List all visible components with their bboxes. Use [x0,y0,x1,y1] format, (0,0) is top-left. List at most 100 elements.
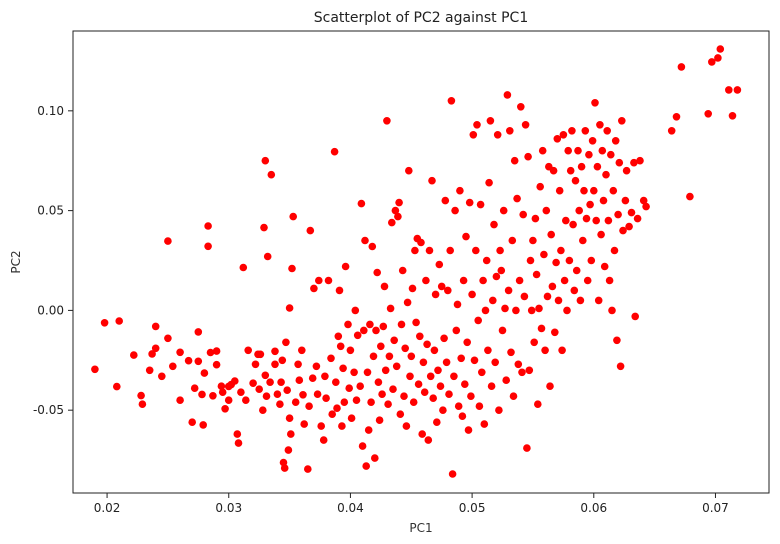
data-point [508,236,517,245]
data-point [708,58,716,66]
data-point [115,317,123,325]
data-point [383,117,391,125]
data-point [294,360,302,369]
data-point [600,262,609,271]
data-point [462,232,470,241]
data-point [531,214,540,223]
data-point [630,158,638,167]
data-point [493,131,502,139]
data-point [532,270,541,279]
data-point [366,320,374,329]
data-point [287,430,295,438]
data-point [478,368,486,377]
data-point [434,366,442,375]
data-point [239,263,248,272]
data-point [475,402,484,411]
data-point [260,223,268,232]
data-point [476,200,485,209]
data-point [209,392,217,400]
data-point [145,366,154,375]
data-point [412,318,420,327]
data-point [593,162,602,171]
data-point [305,402,313,411]
data-point [315,276,323,285]
data-point [389,385,397,394]
data-point [495,406,503,415]
data-point [371,454,379,462]
data-point [368,242,377,251]
data-point [529,236,537,245]
data-point [437,282,446,291]
data-point [130,351,138,359]
x-tick-label: 0.04 [337,501,364,515]
data-point [585,150,593,159]
data-point [271,360,279,369]
data-point [456,186,464,195]
data-point [686,192,694,201]
data-point [489,296,497,305]
data-point [277,378,285,387]
data-point [501,304,509,313]
data-point [570,286,579,295]
data-point [502,376,511,385]
data-point [619,226,627,235]
data-point [344,320,352,329]
y-axis-label: PC2 [9,250,23,273]
x-tick-label: 0.05 [459,501,486,515]
data-point [392,362,401,371]
data-point [579,236,587,245]
data-point [100,319,109,327]
data-point [596,121,604,129]
data-point [588,137,597,145]
data-point [541,346,549,355]
data-point [448,470,457,478]
data-point [285,304,294,312]
data-point [378,390,386,399]
data-point [555,186,564,195]
data-point [332,378,340,387]
data-point [148,350,156,358]
data-point [486,117,495,125]
data-point [261,156,270,165]
data-point [506,127,514,135]
data-point [498,326,507,335]
data-point [716,45,725,53]
data-point [263,252,272,261]
data-point [497,266,506,275]
data-point [469,131,478,139]
data-point [151,322,160,331]
data-point [422,276,430,285]
data-point [396,410,405,419]
data-point [558,346,566,355]
data-point [463,338,472,347]
data-point [424,436,433,444]
data-point [482,256,491,265]
data-point [199,421,207,429]
data-point [138,400,147,409]
data-point [242,396,250,405]
data-point [445,390,453,399]
data-point [530,338,538,347]
data-point [221,405,229,413]
data-point [266,378,274,387]
data-point [417,238,425,247]
data-point [273,390,282,399]
data-point [285,414,294,423]
data-point [481,306,490,315]
data-point [390,336,399,345]
data-point [212,347,221,355]
data-point [289,212,298,221]
data-point [151,344,160,353]
data-point [267,170,276,179]
data-point [231,377,239,385]
data-points [91,45,742,478]
data-point [491,358,500,367]
data-point [507,348,515,357]
data-point [527,306,536,315]
data-point [566,166,575,175]
data-point [364,426,373,434]
data-point [433,418,441,427]
data-point [519,210,527,219]
data-point [401,344,410,353]
data-point [517,103,525,111]
